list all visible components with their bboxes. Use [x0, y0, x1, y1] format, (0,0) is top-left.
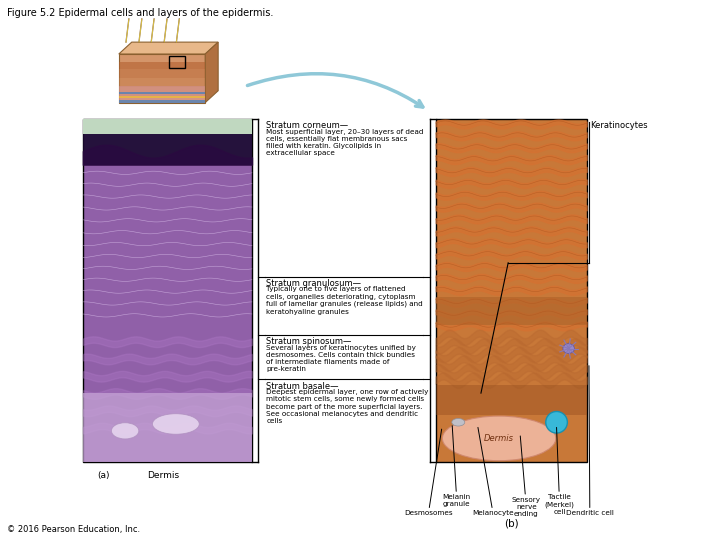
Text: Figure 5.2 Epidermal cells and layers of the epidermis.: Figure 5.2 Epidermal cells and layers of…: [7, 8, 274, 18]
Bar: [83, 134, 252, 165]
Text: (b): (b): [504, 518, 518, 529]
Bar: [119, 54, 205, 103]
Text: (a): (a): [97, 471, 109, 481]
Bar: [119, 100, 205, 103]
Text: Melanin
granule: Melanin granule: [443, 426, 471, 507]
Ellipse shape: [563, 343, 575, 353]
Bar: [119, 85, 205, 103]
Bar: [119, 69, 205, 78]
Text: Dermis: Dermis: [148, 471, 180, 481]
Text: Keratinocytes: Keratinocytes: [590, 122, 648, 131]
Ellipse shape: [442, 416, 556, 461]
Ellipse shape: [153, 414, 199, 434]
Text: Melanocyte: Melanocyte: [472, 428, 514, 516]
Text: Stratum spinosum—: Stratum spinosum—: [266, 337, 352, 346]
Bar: [436, 384, 587, 415]
Bar: [436, 297, 587, 325]
Polygon shape: [119, 42, 218, 54]
Bar: [83, 119, 252, 134]
Bar: [119, 92, 205, 94]
Bar: [119, 96, 205, 98]
Text: Tactile
(Merkel)
cell: Tactile (Merkel) cell: [544, 428, 575, 515]
Text: © 2016 Pearson Education, Inc.: © 2016 Pearson Education, Inc.: [7, 524, 140, 534]
Bar: [119, 96, 205, 103]
Polygon shape: [205, 42, 218, 103]
Text: Stratum granulosum—: Stratum granulosum—: [266, 279, 361, 288]
Text: Sensory
nerve
ending: Sensory nerve ending: [512, 436, 541, 517]
Text: Stratum basale—: Stratum basale—: [266, 382, 339, 390]
Text: Deepest epidermal layer, one row of actively
mitotic stem cells, some newly form: Deepest epidermal layer, one row of acti…: [266, 389, 429, 424]
Ellipse shape: [112, 423, 139, 439]
Text: Desmosomes: Desmosomes: [404, 429, 453, 516]
Text: Typically one to five layers of flattened
cells, organelles deteriorating, cytop: Typically one to five layers of flattene…: [266, 286, 423, 314]
Bar: [119, 62, 205, 69]
Text: Dermis: Dermis: [484, 434, 514, 443]
Bar: [119, 87, 205, 96]
Text: Most superficial layer, 20–30 layers of dead
cells, essentially flat membranous : Most superficial layer, 20–30 layers of …: [266, 129, 424, 156]
Bar: [83, 393, 252, 462]
Bar: [436, 119, 587, 462]
Bar: [169, 56, 185, 68]
Text: Stratum corneum—: Stratum corneum—: [266, 121, 348, 130]
Text: Dendritic cell: Dendritic cell: [566, 366, 613, 516]
Ellipse shape: [452, 418, 465, 426]
Bar: [83, 119, 252, 462]
Bar: [119, 78, 205, 87]
Text: Several layers of keratinocytes unified by
desmosomes. Cells contain thick bundl: Several layers of keratinocytes unified …: [266, 345, 416, 372]
Ellipse shape: [546, 411, 567, 433]
